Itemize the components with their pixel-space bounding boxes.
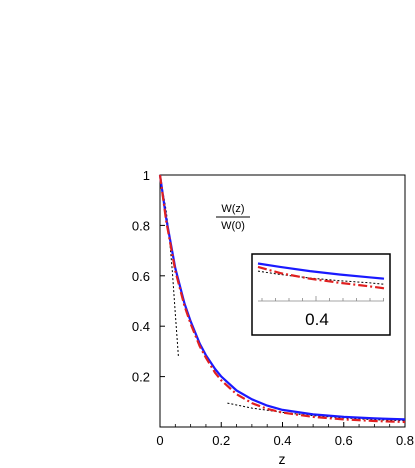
x-tick-label-1: 0.2 [212, 433, 230, 448]
inset: 0.4 [251, 253, 391, 336]
y-tick-label-2: 0.6 [132, 269, 150, 284]
y-tick-label-4: 1 [143, 168, 150, 183]
y-tick-label-1: 0.4 [132, 319, 150, 334]
x-tick-label-0: 0 [156, 433, 163, 448]
x-tick-label-2: 0.4 [273, 433, 291, 448]
inset-axis-ticks [261, 296, 384, 301]
series-group [158, 174, 406, 424]
annotation-numerator: W(z) [221, 203, 244, 215]
y-tick-label-0: 0.2 [132, 370, 150, 385]
annotation-denominator: W(0) [221, 220, 245, 232]
x-tick-label-4: 0.8 [396, 433, 414, 448]
y-tick-label-3: 0.8 [132, 218, 150, 233]
x-axis-title: z [279, 451, 286, 467]
axis-ticks: 0 0.2 0.4 0.6 0.8 0.2 0.4 0.6 0.8 1 [132, 168, 414, 448]
y-ratio-annotation: W(z) W(0) [216, 203, 250, 232]
inset-series-line-2 [257, 265, 385, 290]
inset-series-group [257, 262, 385, 290]
series-line-1 [158, 174, 406, 424]
series-line-3 [227, 402, 406, 422]
series-line-0 [158, 174, 406, 421]
inset-tick-label: 0.4 [305, 310, 329, 329]
x-tick-label-3: 0.6 [335, 433, 353, 448]
inset-series-line-0 [257, 262, 385, 280]
inset-frame [251, 253, 391, 336]
